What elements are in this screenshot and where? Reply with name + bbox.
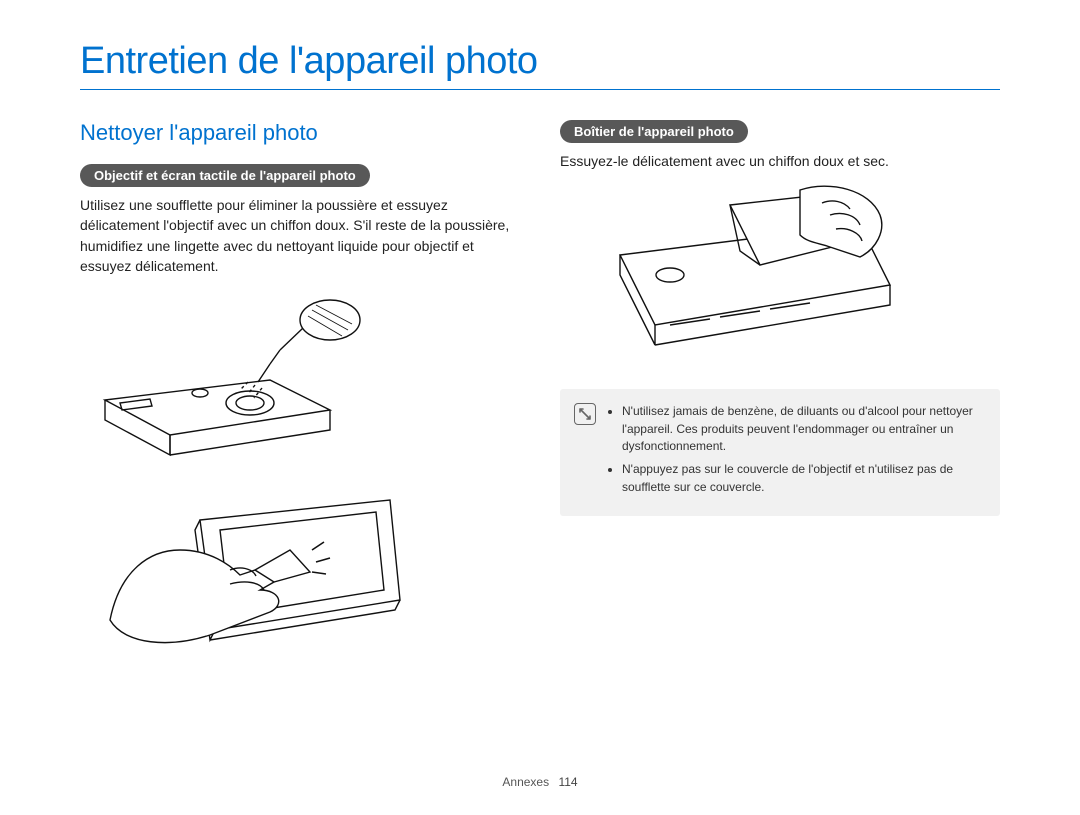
left-column: Nettoyer l'appareil photo Objectif et éc… [80, 120, 520, 670]
right-column: Boîtier de l'appareil photo Essuyez-le d… [560, 120, 1000, 670]
body-text-wipe: Essuyez-le délicatement avec un chiffon … [560, 151, 1000, 171]
illustration-blower [80, 290, 520, 460]
two-column-layout: Nettoyer l'appareil photo Objectif et éc… [80, 120, 1000, 670]
page-footer: Annexes 114 [0, 775, 1080, 789]
illustration-wipe-screen [80, 480, 520, 650]
section-title-clean: Nettoyer l'appareil photo [80, 120, 520, 146]
note-item: N'appuyez pas sur le couvercle de l'obje… [622, 461, 984, 496]
note-icon [574, 403, 596, 425]
lens-text: Utilisez une soufflette pour éliminer la… [80, 195, 520, 276]
illustration-wipe-body [560, 185, 1000, 355]
note-list: N'utilisez jamais de benzène, de diluant… [622, 403, 984, 496]
page-title: Entretien de l'appareil photo [80, 40, 1000, 90]
footer-page-number: 114 [558, 775, 577, 789]
wipe-body-icon [560, 185, 920, 355]
pill-body: Boîtier de l'appareil photo [560, 120, 748, 143]
note-item: N'utilisez jamais de benzène, de diluant… [622, 403, 984, 455]
note-box: N'utilisez jamais de benzène, de diluant… [560, 389, 1000, 516]
blower-icon [80, 290, 410, 460]
footer-section: Annexes [502, 775, 549, 789]
wipe-screen-icon [80, 480, 410, 650]
pill-lens-screen: Objectif et écran tactile de l'appareil … [80, 164, 370, 187]
page: Entretien de l'appareil photo Nettoyer l… [0, 0, 1080, 815]
